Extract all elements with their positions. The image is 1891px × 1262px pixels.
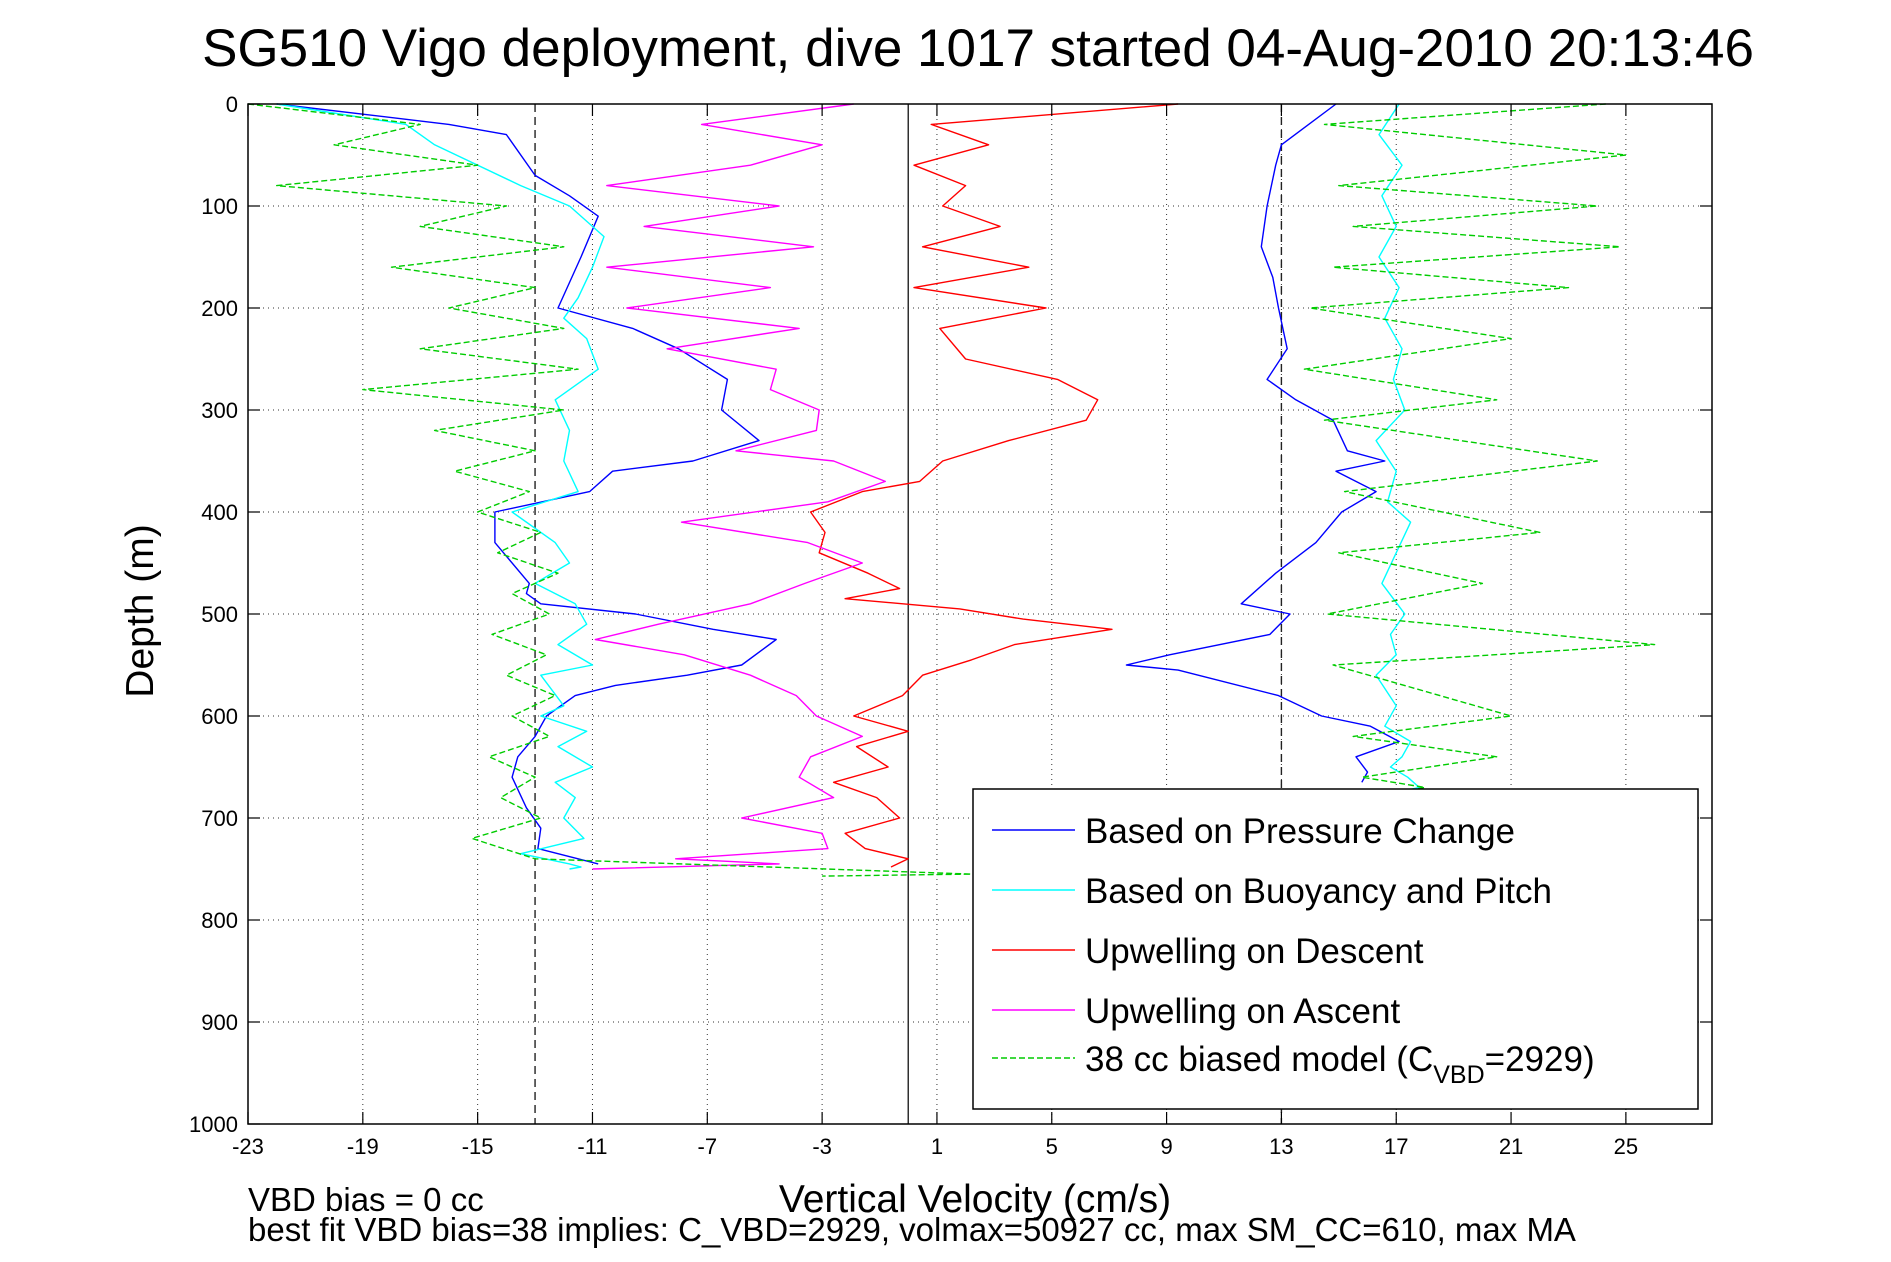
x-tick-label: 25: [1614, 1134, 1638, 1159]
legend-label: 38 cc biased model (CVBD=2929): [1085, 1040, 1595, 1089]
y-tick-label: 800: [201, 908, 238, 933]
legend-box: [972, 788, 1699, 1110]
y-tick-label: 600: [201, 704, 238, 729]
legend: Based on Pressure Change Based on Buoyanc…: [972, 788, 1699, 1110]
series-line-based-on-buoyancy-and-pitch: [276, 103, 605, 870]
series-line-based-on-pressure-change: [1125, 103, 1400, 783]
y-tick-label: 700: [201, 806, 238, 831]
x-tick-label: 17: [1384, 1134, 1408, 1159]
x-tick-label: 1: [931, 1134, 943, 1159]
x-tick-label: 5: [1046, 1134, 1058, 1159]
series-line-38-cc-biased-model-c-vbd-2929: [1303, 103, 1656, 799]
legend-label: Based on Pressure Change: [1085, 812, 1515, 851]
series-line-38-cc-biased-model-c-vbd-2929: [247, 103, 973, 877]
x-tick-label: -19: [347, 1134, 379, 1159]
x-tick-label: 13: [1269, 1134, 1293, 1159]
y-tick-label: 0: [226, 92, 238, 117]
y-tick-label: 200: [201, 296, 238, 321]
series-line-based-on-buoyancy-and-pitch: [1373, 103, 1420, 799]
y-tick-label: 300: [201, 398, 238, 423]
x-tick-label: 9: [1160, 1134, 1172, 1159]
y-tick-label: 1000: [189, 1112, 238, 1137]
y-axis-ticks: 0 100 200 300 400 500 600 700 800 900 1000: [189, 92, 1712, 1137]
x-tick-label: -3: [812, 1134, 832, 1159]
x-axis-label: Vertical Velocity (cm/s): [779, 1178, 1171, 1221]
legend-label: Upwelling on Descent: [1085, 932, 1424, 971]
y-axis-label: Depth (m): [119, 524, 162, 697]
x-tick-label: -7: [698, 1134, 718, 1159]
y-tick-label: 400: [201, 500, 238, 525]
legend-label: Upwelling on Ascent: [1085, 992, 1400, 1031]
chart-title: SG510 Vigo deployment, dive 1017 started…: [202, 19, 1754, 78]
footer-line-2: best fit VBD bias=38 implies: C_VBD=2929…: [248, 1211, 1576, 1248]
y-tick-label: 500: [201, 602, 238, 627]
x-axis-ticks: -23 -19 -15 -11 -7 -3 1 5 9 13 17 21 25: [232, 104, 1638, 1159]
series-group: [247, 103, 1656, 877]
legend-label: Based on Buoyancy and Pitch: [1085, 872, 1552, 911]
y-tick-label: 100: [201, 194, 238, 219]
y-tick-label: 900: [201, 1010, 238, 1035]
series-line-based-on-pressure-change: [276, 103, 777, 865]
footer-line-1: VBD bias = 0 cc: [248, 1181, 484, 1218]
series-line-upwelling-on-ascent: [592, 103, 886, 870]
x-tick-label: -11: [577, 1134, 607, 1159]
x-tick-label: -23: [232, 1134, 264, 1159]
series-line-upwelling-on-descent: [809, 103, 1179, 868]
x-tick-label: 21: [1499, 1134, 1523, 1159]
x-tick-label: -15: [462, 1134, 494, 1159]
